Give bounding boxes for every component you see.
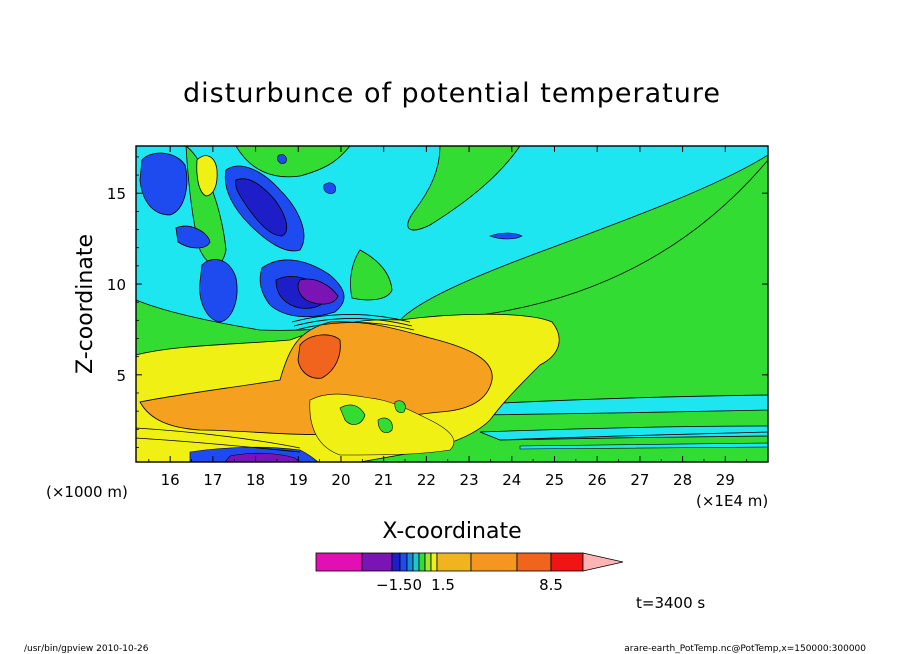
colorbar-swatch bbox=[399, 552, 408, 572]
field-green-mid bbox=[350, 249, 393, 301]
field-purple-mid bbox=[297, 278, 339, 305]
field-cyan-strip-1 bbox=[458, 394, 768, 416]
colorbar-extend-arrow bbox=[582, 552, 624, 572]
field-green-turbulence bbox=[339, 400, 406, 433]
colorbar-swatch bbox=[550, 552, 584, 572]
field-cyan-strip-2 bbox=[479, 425, 768, 441]
field-blue-blob-left bbox=[175, 225, 211, 249]
x-tick-label: 17 bbox=[203, 471, 222, 489]
colorbar-swatch bbox=[406, 552, 414, 572]
footer-left: /usr/bin/gpview 2010-10-26 bbox=[24, 644, 149, 654]
x-tick-label: 25 bbox=[545, 471, 564, 489]
colorbar-swatch bbox=[391, 552, 401, 572]
x-tick-label: 18 bbox=[246, 471, 265, 489]
colorbar-label-2: 1.5 bbox=[431, 576, 455, 594]
colorbar-swatch bbox=[361, 552, 393, 572]
colorbar-swatch bbox=[436, 552, 472, 572]
field-blue-small bbox=[489, 232, 523, 240]
colorbar-swatch bbox=[424, 552, 432, 572]
colorbar-swatch bbox=[315, 552, 363, 572]
chart-title: disturbunce of potential temperature bbox=[183, 78, 721, 109]
field-green-upper-left bbox=[235, 146, 351, 178]
x-tick-label: 27 bbox=[630, 471, 649, 489]
colorbar-swatch bbox=[430, 552, 438, 572]
x-tick-label: 24 bbox=[502, 471, 521, 489]
colorbar bbox=[315, 552, 624, 572]
field-orange-dark bbox=[297, 334, 341, 379]
colorbar-label-3: 8.5 bbox=[539, 576, 563, 594]
x-tick-label: 20 bbox=[331, 471, 350, 489]
colorbar-swatch bbox=[412, 552, 420, 572]
x-axis-label: X-coordinate bbox=[382, 519, 521, 544]
x-tick-label: 29 bbox=[716, 471, 735, 489]
field-blue-blob-topleft bbox=[139, 152, 188, 216]
field-yellow-top bbox=[196, 155, 218, 197]
colorbar-swatch bbox=[516, 552, 552, 572]
colorbar-swatch bbox=[470, 552, 518, 572]
colorbar-label-1: −1.50 bbox=[376, 576, 422, 594]
field-green-diagonal bbox=[407, 146, 521, 231]
x-tick-label: 22 bbox=[417, 471, 436, 489]
x-tick-label: 16 bbox=[161, 471, 180, 489]
x-tick-label: 23 bbox=[460, 471, 479, 489]
x-unit-right: (×1E4 m) bbox=[696, 492, 768, 510]
field-navy-center bbox=[235, 178, 288, 237]
field-blue-dot-1 bbox=[277, 154, 287, 164]
x-tick-label: 19 bbox=[289, 471, 308, 489]
x-tick-label: 28 bbox=[673, 471, 692, 489]
field-blue-dot-2 bbox=[323, 182, 336, 194]
y-tick-label: 15 bbox=[107, 185, 126, 203]
footer-right: arare-earth_PotTemp.nc@PotTemp,x=150000:… bbox=[624, 644, 866, 654]
y-axis-label: Z-coordinate bbox=[73, 234, 98, 374]
y-tick-label: 10 bbox=[107, 276, 126, 294]
field-blue-blob-oval bbox=[199, 259, 238, 323]
time-annotation: t=3400 s bbox=[636, 594, 705, 612]
plot-frame bbox=[135, 145, 769, 463]
plot-area: 16 17 18 19 20 21 22 23 24 25 26 27 28 29 5 10 15 bbox=[107, 145, 769, 489]
x-axis: 16 17 18 19 20 21 22 23 24 25 26 27 28 29 bbox=[148, 146, 748, 489]
contour-field bbox=[136, 146, 768, 462]
x-tick-label: 26 bbox=[588, 471, 607, 489]
x-unit-left: (×1000 m) bbox=[46, 483, 128, 501]
y-axis: 5 10 15 bbox=[107, 156, 768, 448]
colorbar-swatch bbox=[418, 552, 426, 572]
contour-ground-lines bbox=[136, 427, 768, 453]
field-cyan-strip-3 bbox=[519, 442, 768, 450]
y-tick-label: 5 bbox=[116, 367, 126, 385]
contour-inversion-lines bbox=[291, 314, 415, 331]
x-tick-label: 21 bbox=[374, 471, 393, 489]
